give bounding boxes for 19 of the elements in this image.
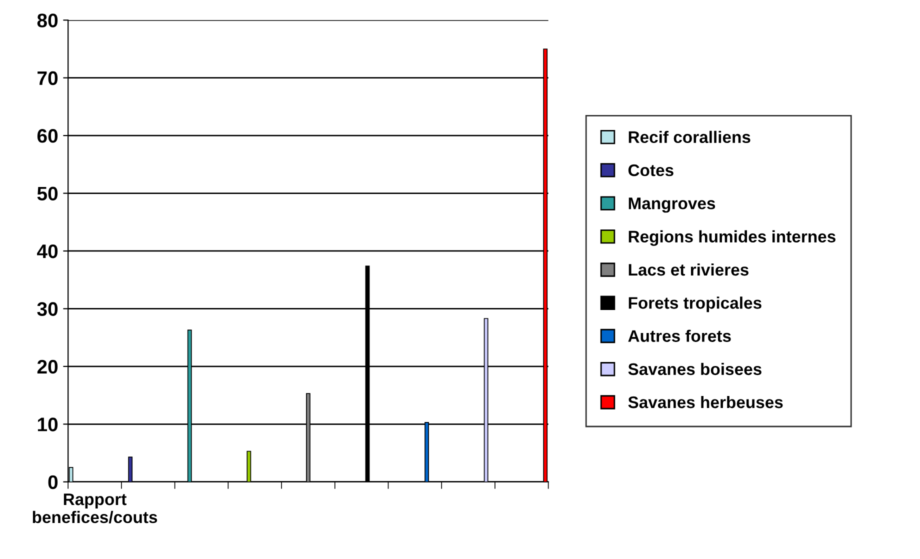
- y-tick-label: 50: [37, 186, 58, 201]
- x-tick-label: Rapport benefices/couts: [32, 494, 158, 524]
- legend-label: Lacs et rivieres: [628, 263, 748, 276]
- legend-label: Forets tropicales: [628, 296, 762, 312]
- y-tick-label: 0: [48, 475, 58, 490]
- legend-label: Cotes: [628, 164, 674, 176]
- y-tick-label: 80: [37, 14, 58, 28]
- y-tick-label: 30: [37, 302, 58, 316]
- legend-label: Autres forets: [628, 330, 731, 342]
- y-tick-label: 20: [37, 360, 58, 374]
- legend-label: Savanes boisees: [628, 362, 762, 376]
- legend-label: Recif coralliens: [628, 130, 750, 144]
- legend-label: Savanes herbeuses: [628, 396, 783, 408]
- legend-label: Mangroves: [628, 198, 716, 213]
- y-tick-label: 70: [38, 71, 58, 86]
- y-tick-label: 40: [37, 244, 58, 258]
- y-tick-label: 10: [38, 418, 58, 432]
- y-tick-label: 60: [37, 129, 58, 143]
- legend-label: Regions humides internes: [628, 230, 836, 246]
